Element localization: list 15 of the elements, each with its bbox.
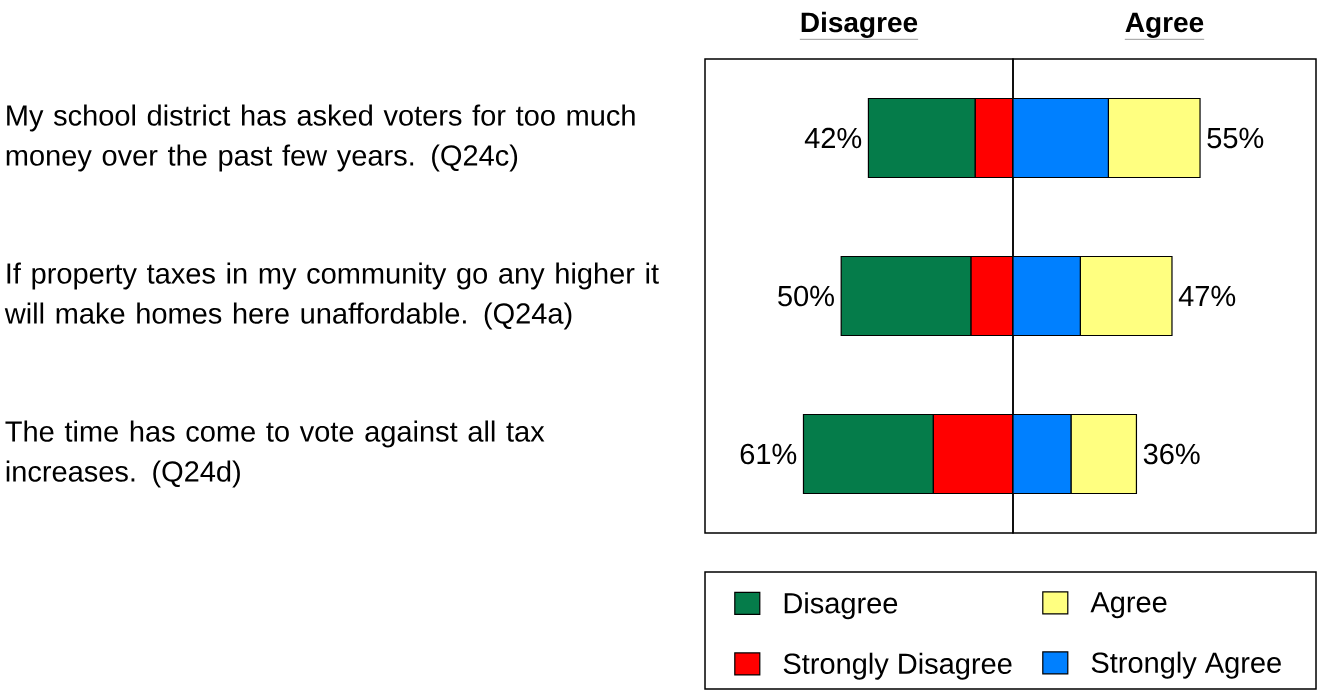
annotation: 47% [1178, 285, 1236, 307]
annotation: 42% [804, 127, 862, 149]
annotation: 50% [778, 285, 834, 307]
chart-title: Agree [1125, 12, 1204, 38]
text: 55% [1207, 127, 1264, 149]
legend-label: Strongly Agree [1091, 651, 1281, 679]
text: 61% [740, 443, 797, 465]
annotation: 36% [1143, 443, 1200, 465]
y-tick-label: The time has come to vote against all tax increases. (Q24d) [5, 420, 545, 488]
legend-label: Strongly Disagree [783, 652, 1012, 680]
chart-title: Disagree [801, 11, 918, 38]
y-tick-label: If property taxes in my community go any higher it will make homes here unaffordable. (Q24a) [4, 262, 659, 330]
y-tick-label: My school district has asked voters for too much money over the past few years. (Q24c) [6, 104, 635, 172]
legend-label: Agree [1090, 592, 1167, 619]
legend-label: Disagree [784, 592, 898, 620]
